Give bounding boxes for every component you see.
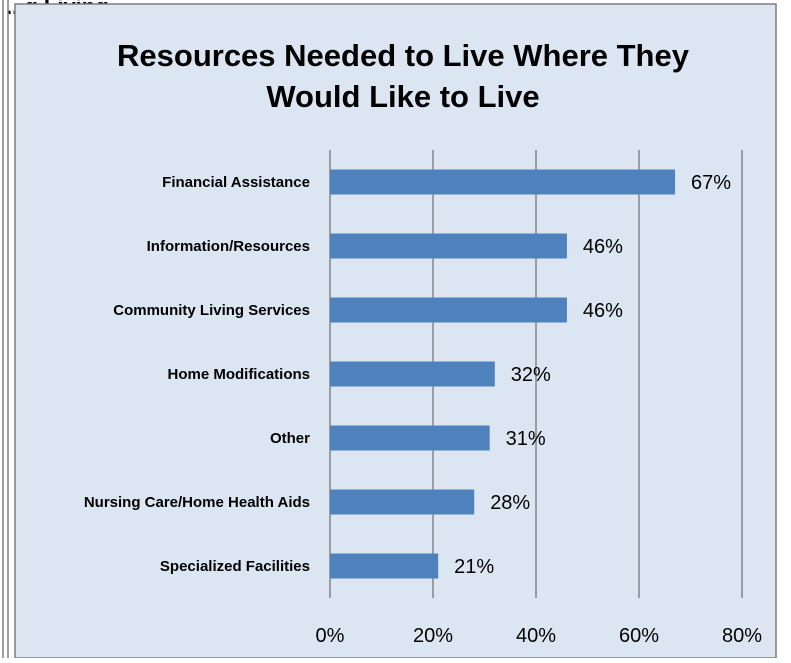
x-tick-label-3: 60% — [619, 625, 659, 647]
data-label-5: 28% — [490, 492, 530, 514]
x-tick-label-2: 40% — [516, 625, 556, 647]
data-label-1: 46% — [583, 236, 623, 258]
category-label-3: Home Modifications — [167, 366, 310, 383]
chart-area-background — [14, 3, 777, 659]
bars — [330, 169, 676, 579]
bar-5 — [330, 489, 475, 515]
category-label-1: Information/Resources — [147, 238, 310, 255]
data-label-6: 21% — [454, 556, 494, 578]
bar-0 — [330, 169, 676, 195]
category-label-0: Financial Assistance — [162, 174, 310, 191]
bar-1 — [330, 233, 567, 259]
x-axis-tick-labels: 0% 20% 40% 60% 80% — [316, 625, 763, 647]
chart-title-line-1: Resources Needed to Live Where They — [117, 38, 690, 73]
x-tick-label-0: 0% — [316, 625, 345, 647]
data-label-3: 32% — [511, 364, 551, 386]
data-label-4: 31% — [506, 428, 546, 450]
category-label-4: Other — [270, 430, 310, 447]
data-label-0: 67% — [691, 172, 731, 194]
chart-title-line-2: Would Like to Live — [266, 79, 539, 114]
x-tick-label-1: 20% — [413, 625, 453, 647]
bar-4 — [330, 425, 490, 451]
category-label-5: Nursing Care/Home Health Aids — [84, 494, 310, 511]
bar-6 — [330, 553, 439, 579]
category-labels: Financial Assistance Information/Resource… — [84, 174, 310, 575]
bar-3 — [330, 361, 495, 387]
category-label-6: Specialized Facilities — [160, 558, 310, 575]
bar-2 — [330, 297, 567, 323]
data-label-2: 46% — [583, 300, 623, 322]
x-tick-label-4: 80% — [722, 625, 762, 647]
category-label-2: Community Living Services — [113, 302, 310, 319]
data-labels: 67% 46% 46% 32% 31% 28% 21% — [454, 172, 731, 578]
